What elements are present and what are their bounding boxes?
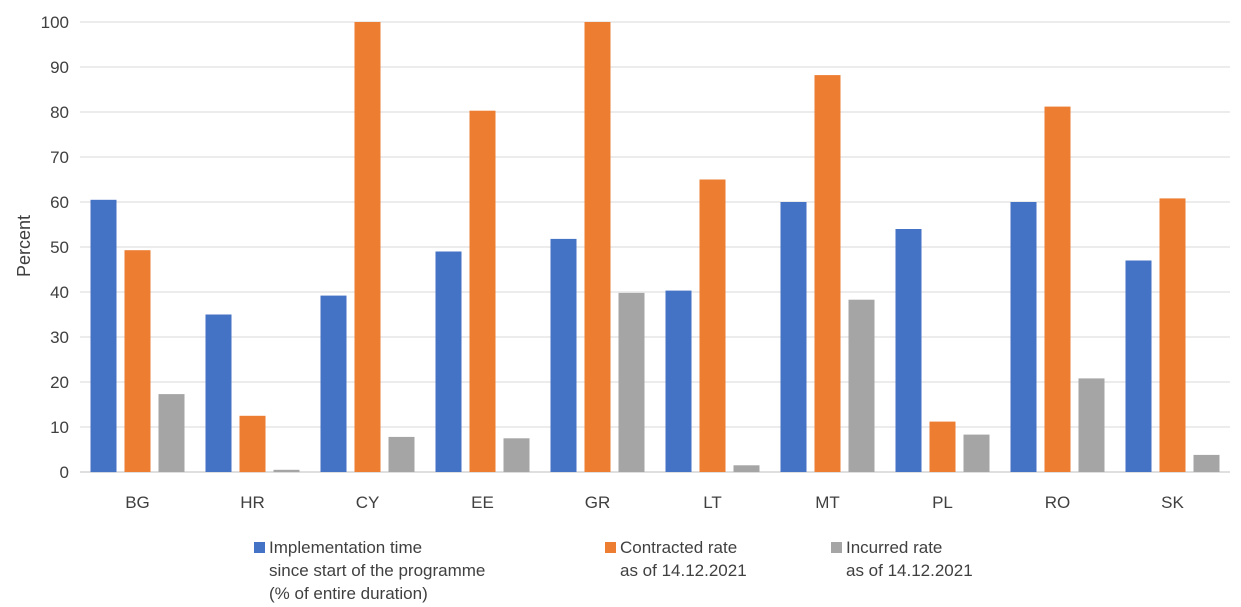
y-tick-label: 10 bbox=[50, 418, 69, 437]
bar-bg-series-1 bbox=[90, 199, 117, 473]
legend-label: Contracted rate bbox=[620, 538, 738, 557]
bar-gr-series-2 bbox=[584, 22, 611, 472]
bar-pl-series-3 bbox=[963, 434, 990, 472]
y-tick-label: 40 bbox=[50, 283, 69, 302]
x-tick-label-ro: RO bbox=[1045, 493, 1071, 512]
legend-label: since start of the programme bbox=[269, 561, 486, 580]
x-tick-label-pl: PL bbox=[932, 493, 953, 512]
x-axis-ticks: BG HR CY EE GR LT MT PL RO SK bbox=[125, 493, 1184, 512]
y-tick-label: 100 bbox=[41, 13, 69, 32]
bar-hr-series-3 bbox=[273, 469, 300, 473]
bar-pl-series-1 bbox=[895, 229, 922, 472]
x-tick-label-hr: HR bbox=[240, 493, 265, 512]
bar-lt-series-3 bbox=[733, 465, 760, 473]
bar-sk-series-2 bbox=[1159, 198, 1186, 472]
bar-bg-series-3 bbox=[158, 394, 185, 472]
y-tick-label: 60 bbox=[50, 193, 69, 212]
bar-mt-series-2 bbox=[814, 75, 841, 472]
x-tick-label-cy: CY bbox=[356, 493, 380, 512]
bar-bg-series-2 bbox=[124, 250, 151, 472]
bar-ee-series-2 bbox=[469, 110, 496, 472]
legend-item-1: Implementation time since start of the pr… bbox=[254, 536, 485, 605]
y-tick-label: 20 bbox=[50, 373, 69, 392]
x-tick-label-mt: MT bbox=[815, 493, 840, 512]
bar-sk-series-1 bbox=[1125, 260, 1152, 472]
x-tick-label-ee: EE bbox=[471, 493, 494, 512]
y-tick-label: 50 bbox=[50, 238, 69, 257]
legend-label: as of 14.12.2021 bbox=[620, 561, 747, 580]
y-tick-label: 30 bbox=[50, 328, 69, 347]
y-tick-label: 0 bbox=[60, 463, 69, 482]
bar-lt-series-2 bbox=[699, 179, 726, 472]
bar-pl-series-2 bbox=[929, 421, 956, 472]
legend-label: as of 14.12.2021 bbox=[846, 561, 973, 580]
x-tick-label-sk: SK bbox=[1161, 493, 1184, 512]
legend-swatch bbox=[254, 542, 265, 553]
bar-gr-series-1 bbox=[550, 238, 577, 472]
legend-item-2: Contracted rate as of 14.12.2021 bbox=[605, 536, 747, 582]
bar-mt-series-3 bbox=[848, 299, 875, 472]
y-axis-label: Percent bbox=[14, 215, 34, 277]
legend-label: (% of entire duration) bbox=[269, 584, 428, 603]
bar-gr-series-3 bbox=[618, 292, 645, 472]
x-tick-label-bg: BG bbox=[125, 493, 150, 512]
bar-ee-series-3 bbox=[503, 438, 530, 473]
legend-label: Implementation time bbox=[269, 538, 423, 557]
bar-hr-series-1 bbox=[205, 314, 232, 472]
bar-ro-series-3 bbox=[1078, 378, 1105, 472]
y-tick-label: 90 bbox=[50, 58, 69, 77]
gridlines bbox=[80, 21, 1230, 473]
legend-label: Incurred rate bbox=[846, 538, 943, 557]
x-tick-label-gr: GR bbox=[585, 493, 611, 512]
x-tick-label-lt: LT bbox=[703, 493, 722, 512]
y-tick-label: 80 bbox=[50, 103, 69, 122]
legend-swatch bbox=[831, 542, 842, 553]
y-axis-ticks: 0 10 20 30 40 50 60 70 80 90 100 bbox=[41, 13, 69, 482]
bar-lt-series-1 bbox=[665, 290, 692, 472]
bar-ro-series-1 bbox=[1010, 202, 1037, 472]
bar-cy-series-3 bbox=[388, 436, 415, 472]
bar-cy-series-2 bbox=[354, 22, 381, 472]
bars bbox=[90, 22, 1220, 473]
bar-mt-series-1 bbox=[780, 202, 807, 472]
bar-ee-series-1 bbox=[435, 251, 462, 472]
bar-sk-series-3 bbox=[1193, 454, 1220, 472]
bar-hr-series-2 bbox=[239, 415, 266, 473]
legend-swatch bbox=[605, 542, 616, 553]
bar-ro-series-2 bbox=[1044, 106, 1071, 472]
y-tick-label: 70 bbox=[50, 148, 69, 167]
legend-item-3: Incurred rate as of 14.12.2021 bbox=[831, 536, 973, 582]
bar-cy-series-1 bbox=[320, 295, 347, 472]
